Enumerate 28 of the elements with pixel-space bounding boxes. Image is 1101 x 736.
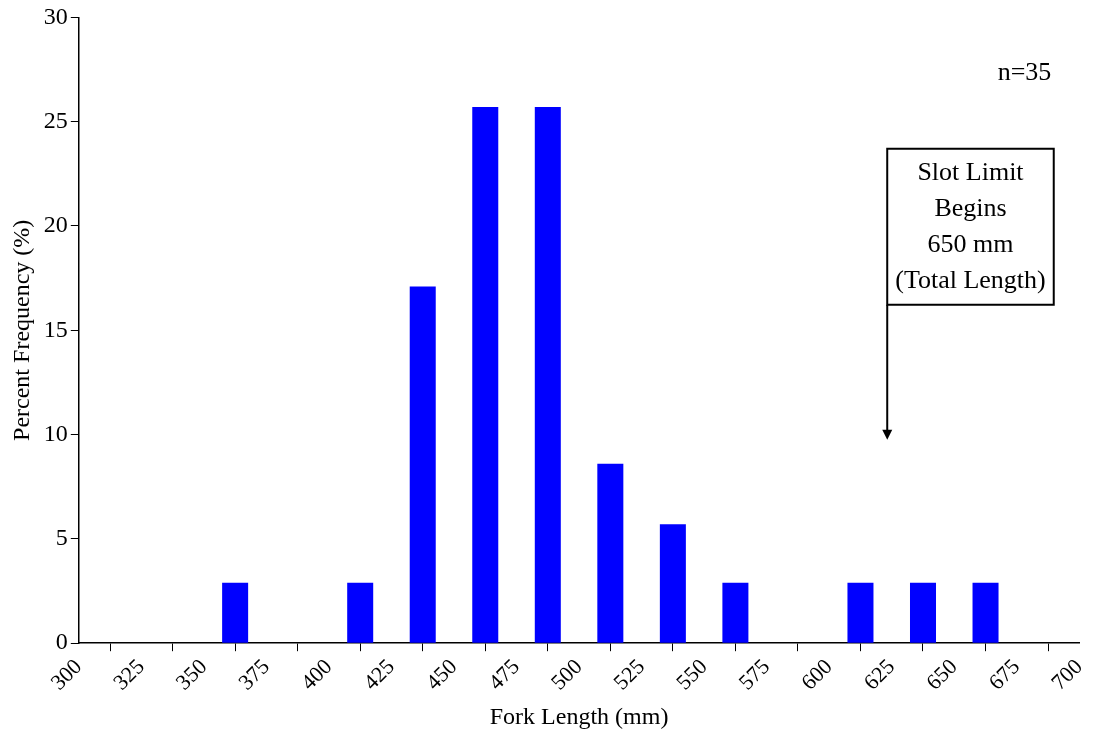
x-tick-label: 575 [733, 653, 775, 695]
annotation: n=35 [997, 57, 1052, 87]
y-tick-label: 20 [43, 211, 68, 238]
x-tick-label: 675 [983, 653, 1025, 695]
x-tick-label: 625 [858, 653, 900, 695]
x-tick-label: 650 [920, 653, 962, 695]
y-axis-title: Percent Frequency (%) [7, 219, 34, 441]
x-tick-label: 425 [358, 653, 400, 695]
x-tick-label: 325 [107, 653, 149, 695]
x-tick-label: 475 [483, 653, 525, 695]
x-tick-label: 700 [1045, 653, 1087, 695]
y-tick-label: 5 [55, 524, 68, 551]
annotation: Slot Limit Begins 650 mm (Total Length) [895, 156, 1046, 294]
x-tick-label: 500 [545, 653, 587, 695]
x-tick-label: 350 [170, 653, 212, 695]
y-tick-label: 30 [43, 2, 68, 29]
x-tick-label: 600 [795, 653, 837, 695]
x-axis-title: Fork Length (mm) [489, 702, 669, 729]
x-tick-label: 450 [420, 653, 462, 695]
x-tick-label: 375 [233, 653, 275, 695]
y-tick-label: 10 [43, 419, 68, 446]
y-tick-label: 15 [43, 315, 68, 342]
x-tick-label: 550 [670, 653, 712, 695]
x-tick-label: 525 [608, 653, 650, 695]
x-tick-label: 300 [45, 653, 87, 695]
y-tick-label: 25 [43, 107, 68, 133]
x-tick-label: 400 [295, 653, 337, 695]
y-tick-label: 0 [55, 628, 68, 655]
